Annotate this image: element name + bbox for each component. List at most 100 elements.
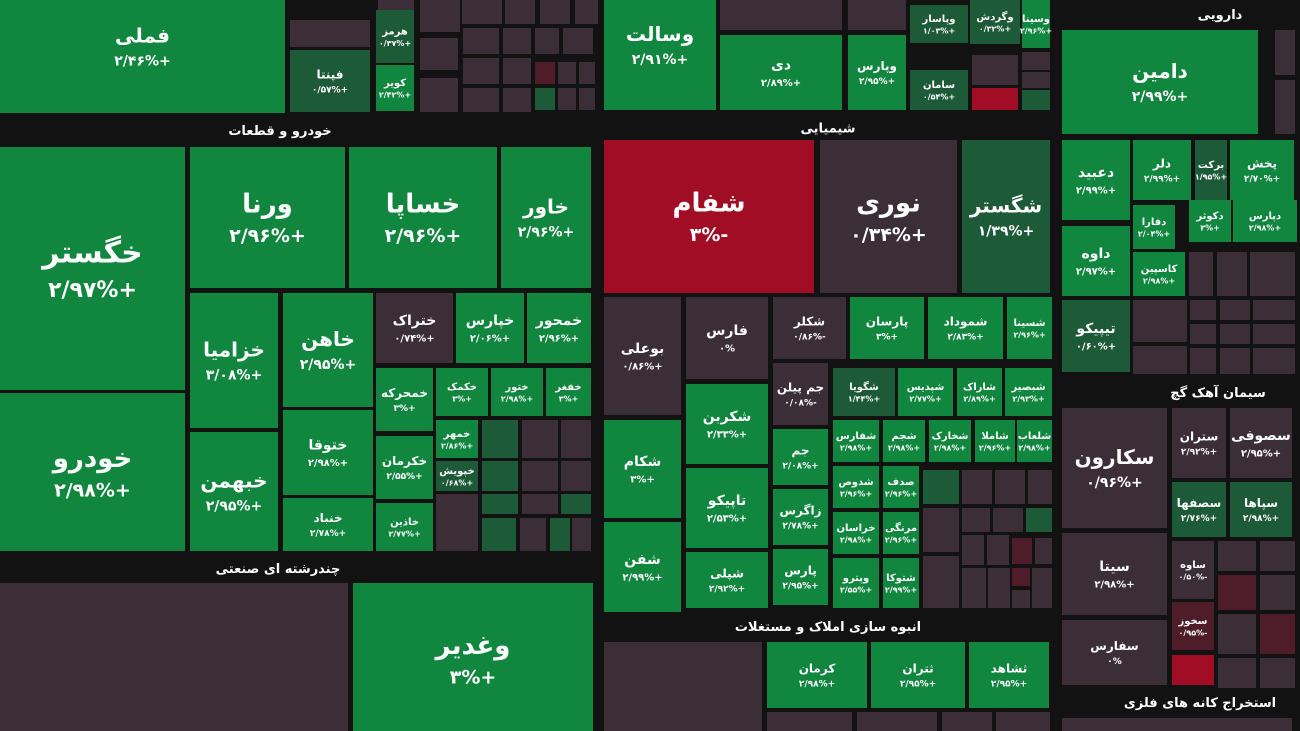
treemap-tile[interactable]	[910, 70, 968, 110]
treemap-tile[interactable]	[962, 140, 1050, 293]
treemap-tile[interactable]	[928, 297, 1003, 359]
treemap-tile[interactable]	[883, 512, 919, 554]
treemap-tile[interactable]	[190, 432, 278, 551]
treemap-tile[interactable]	[883, 558, 919, 608]
treemap-tile[interactable]	[1017, 420, 1052, 462]
treemap-tile[interactable]	[883, 420, 925, 462]
treemap-tile[interactable]	[604, 420, 681, 518]
treemap-tile[interactable]	[898, 368, 953, 416]
treemap-tile[interactable]	[773, 429, 828, 485]
treemap-tile[interactable]	[1062, 533, 1167, 615]
treemap-tile[interactable]	[871, 642, 965, 708]
treemap-tile[interactable]	[1133, 252, 1185, 296]
tile-symbol: سصفها	[1177, 496, 1222, 510]
treemap-tile[interactable]	[1007, 297, 1052, 359]
treemap-tile[interactable]	[686, 297, 768, 379]
treemap-tile[interactable]	[1189, 200, 1231, 242]
treemap-tile[interactable]	[604, 0, 716, 110]
treemap-tile[interactable]	[604, 140, 814, 293]
treemap-tile[interactable]	[1172, 602, 1214, 650]
treemap-tile[interactable]	[957, 368, 1002, 416]
treemap-tile[interactable]	[491, 368, 543, 416]
tile-change: +۲/۹۶%	[979, 444, 1011, 453]
treemap-tile[interactable]	[0, 393, 185, 551]
treemap-tile[interactable]	[975, 420, 1015, 462]
treemap-tile[interactable]	[1022, 0, 1050, 48]
treemap-tile[interactable]	[833, 512, 879, 554]
tile-change: +۲/۹۶%	[518, 225, 575, 241]
tile-change: +۲/۵۵%	[386, 472, 422, 482]
treemap-tile[interactable]	[1133, 140, 1191, 200]
treemap-tile[interactable]	[436, 368, 488, 416]
treemap-tile[interactable]	[1133, 205, 1175, 249]
treemap-tile[interactable]	[376, 503, 433, 551]
treemap-tile[interactable]	[376, 436, 433, 499]
treemap-tile[interactable]	[436, 461, 478, 491]
treemap-tile[interactable]	[1062, 408, 1167, 528]
treemap-tile-filler	[1218, 541, 1256, 571]
treemap-tile[interactable]	[1062, 226, 1130, 296]
treemap-tile[interactable]	[604, 297, 681, 415]
treemap-tile[interactable]	[720, 35, 842, 110]
treemap-tile[interactable]	[833, 420, 879, 462]
tile-change: +۲/۹۶%	[229, 225, 306, 247]
treemap-tile[interactable]	[1195, 140, 1227, 200]
treemap-tile[interactable]	[456, 293, 524, 363]
treemap-tile[interactable]	[376, 65, 414, 111]
treemap-tile[interactable]	[0, 0, 285, 113]
treemap-tile[interactable]	[1062, 140, 1130, 220]
tile-symbol: وپارس	[857, 59, 897, 74]
treemap-tile[interactable]	[833, 558, 879, 608]
treemap-tile[interactable]	[349, 147, 497, 288]
treemap-tile[interactable]	[969, 642, 1049, 708]
treemap-tile[interactable]	[970, 0, 1020, 44]
treemap-tile[interactable]	[283, 410, 373, 495]
treemap-tile[interactable]	[1062, 300, 1130, 372]
treemap-tile[interactable]	[290, 50, 370, 112]
treemap-tile[interactable]	[527, 293, 591, 363]
treemap-tile[interactable]	[686, 552, 768, 608]
treemap-tile[interactable]	[850, 297, 924, 359]
treemap-tile[interactable]	[546, 368, 591, 416]
treemap-tile[interactable]	[0, 147, 185, 390]
treemap-tile[interactable]	[883, 466, 919, 508]
treemap-tile[interactable]	[283, 498, 373, 551]
treemap-tile[interactable]	[773, 363, 828, 425]
tile-change: +۰/۳۴%	[850, 224, 927, 246]
treemap-tile[interactable]	[604, 522, 681, 612]
treemap-tile[interactable]	[1172, 541, 1214, 599]
treemap-tile[interactable]	[773, 297, 846, 359]
treemap-tile[interactable]	[929, 420, 971, 462]
treemap-tile[interactable]	[376, 293, 453, 363]
treemap-tile[interactable]	[190, 147, 345, 288]
treemap-tile[interactable]	[686, 384, 768, 464]
treemap-tile[interactable]	[833, 466, 879, 508]
tile-change: +۳%	[393, 404, 415, 414]
treemap-tile[interactable]	[820, 140, 957, 293]
treemap-tile[interactable]	[1062, 620, 1167, 685]
treemap-tile[interactable]	[190, 293, 278, 428]
treemap-tile[interactable]	[283, 293, 373, 407]
treemap-tile[interactable]	[353, 583, 593, 731]
treemap-tile[interactable]	[1233, 200, 1297, 242]
treemap-tile[interactable]	[686, 468, 768, 548]
treemap-tile[interactable]	[773, 549, 828, 605]
tile-symbol: شپلی	[710, 567, 744, 581]
treemap-tile[interactable]	[1172, 482, 1226, 537]
treemap-tile[interactable]	[501, 147, 591, 288]
treemap-tile[interactable]	[1005, 368, 1052, 416]
treemap-tile[interactable]	[436, 420, 478, 458]
treemap-tile[interactable]	[1230, 482, 1292, 537]
treemap-tile[interactable]	[1172, 408, 1226, 478]
treemap-tile[interactable]	[376, 10, 414, 63]
treemap-tile[interactable]	[833, 368, 895, 416]
treemap-tile[interactable]	[910, 5, 968, 43]
treemap-tile[interactable]	[767, 642, 867, 708]
treemap-tile[interactable]	[1230, 140, 1294, 200]
treemap-tile[interactable]	[773, 489, 828, 545]
treemap-tile[interactable]	[1230, 408, 1292, 478]
treemap-tile[interactable]	[0, 583, 348, 731]
treemap-tile[interactable]	[1062, 30, 1258, 134]
treemap-tile[interactable]	[376, 368, 433, 431]
treemap-tile[interactable]	[848, 35, 906, 110]
